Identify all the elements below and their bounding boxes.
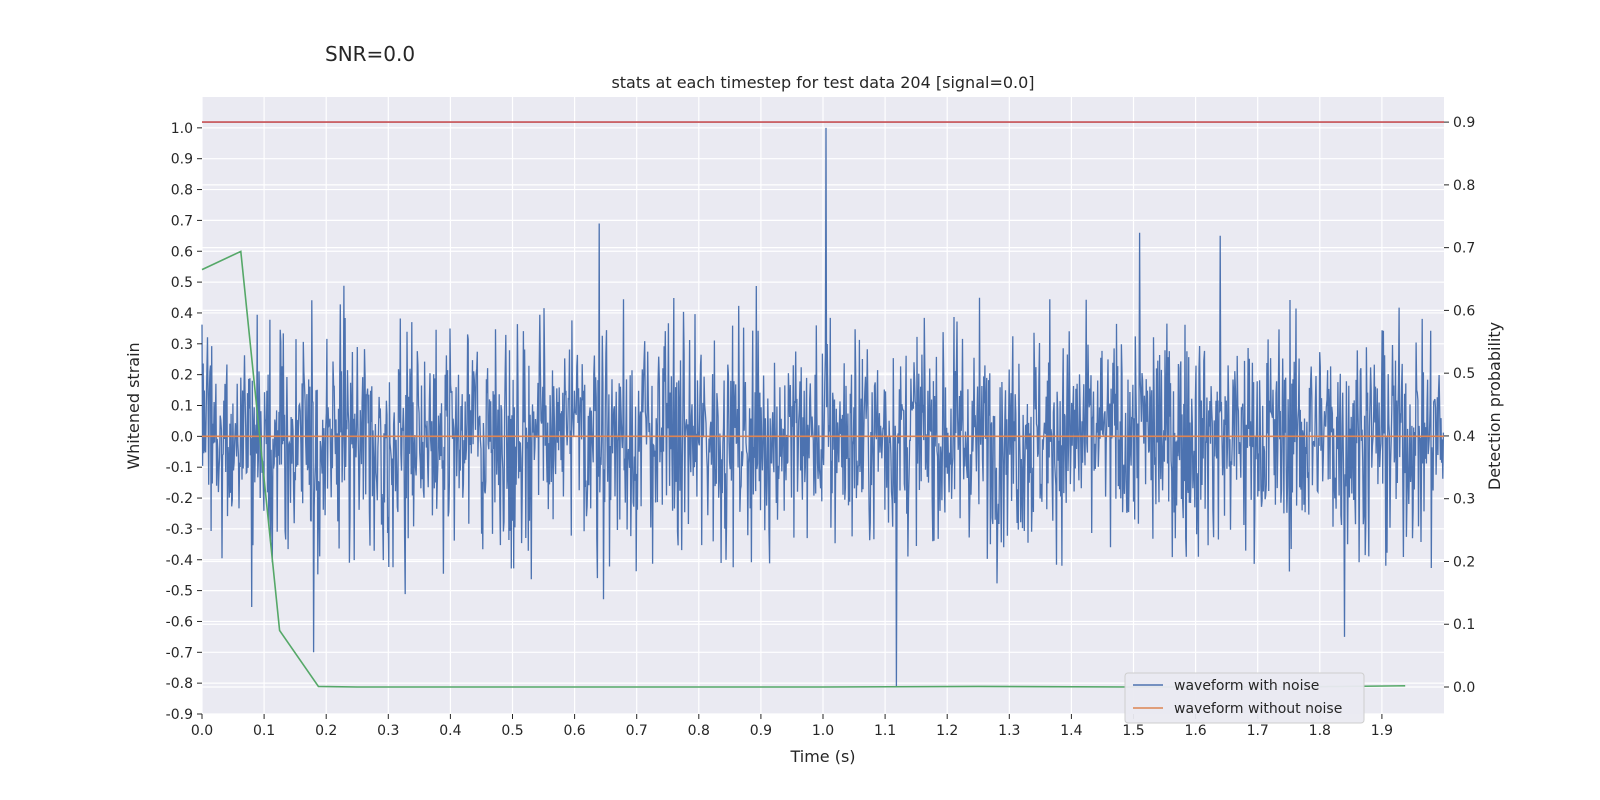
y2-tick-label: 0.8 xyxy=(1453,178,1475,194)
x-tick-label: 1.3 xyxy=(998,723,1020,739)
x-tick-label: 1.9 xyxy=(1371,723,1393,739)
x-tick-label: 1.7 xyxy=(1247,723,1269,739)
y2-axis-label: Detection probability xyxy=(1485,322,1504,490)
y-tick-label: -0.4 xyxy=(166,553,193,569)
y-tick-label: -0.2 xyxy=(166,491,193,507)
series-layer xyxy=(201,121,1445,688)
x-axis-label: Time (s) xyxy=(789,747,855,766)
y-tick-label: 0.6 xyxy=(171,244,193,260)
x-tick-label: 0.4 xyxy=(439,723,461,739)
y2-tick-label: 0.0 xyxy=(1453,680,1475,696)
ticks-layer: 0.0 0.1 0.2 0.3 0.4 0.5 0.6 0.7 0.8 0.9 1.0 1.1 1.2 1… xyxy=(166,115,1476,739)
y2-tick-label: 0.1 xyxy=(1453,617,1475,633)
x-tick-label: 0.9 xyxy=(750,723,772,739)
y-axis-label: Whitened strain xyxy=(124,342,143,469)
x-tick-label: 0.6 xyxy=(563,723,585,739)
x-tick-label: 1.4 xyxy=(1060,723,1082,739)
legend-box xyxy=(1124,672,1365,724)
legend-label-clean: waveform without noise xyxy=(1174,701,1342,717)
y-tick-label: -0.9 xyxy=(166,707,193,723)
y2-tick-label: 0.2 xyxy=(1453,554,1475,570)
y-tick-label: 0.8 xyxy=(171,183,193,199)
x-tick-label: 1.5 xyxy=(1122,723,1144,739)
x-tick-label: 0.3 xyxy=(377,723,399,739)
y-tick-label: 1.0 xyxy=(171,121,193,137)
y2-tick-label: 0.9 xyxy=(1453,115,1475,131)
y-tick-label: 0.2 xyxy=(171,368,193,384)
x-tick-label: 0.1 xyxy=(253,723,275,739)
y-tick-label: -0.7 xyxy=(166,645,193,661)
x-tick-label: 1.1 xyxy=(874,723,896,739)
y2-tick-label: 0.6 xyxy=(1453,303,1475,319)
x-tick-label: 0.8 xyxy=(688,723,710,739)
chart-title: stats at each timestep for test data 204… xyxy=(611,73,1034,92)
y2-tick-label: 0.3 xyxy=(1453,492,1475,508)
y-tick-label: -0.5 xyxy=(166,584,193,600)
x-tick-label: 0.5 xyxy=(501,723,523,739)
grid xyxy=(201,97,1444,715)
series-waveform-with-noise xyxy=(201,127,1445,687)
x-tick-label: 1.0 xyxy=(812,723,834,739)
legend-label-noise: waveform with noise xyxy=(1174,678,1319,694)
x-tick-label: 0.7 xyxy=(626,723,648,739)
y2-tick-label: 0.7 xyxy=(1453,241,1475,257)
y-tick-label: 0.4 xyxy=(171,306,193,322)
y-tick-label: 0.9 xyxy=(171,152,193,168)
y-tick-label: 0.7 xyxy=(171,213,193,229)
x-tick-label: 1.6 xyxy=(1184,723,1206,739)
y-tick-label: 0.0 xyxy=(171,429,193,445)
x-tick-label: 0.0 xyxy=(191,723,213,739)
x-tick-label: 1.8 xyxy=(1309,723,1331,739)
y2-tick-label: 0.5 xyxy=(1453,366,1475,382)
y-tick-label: 0.5 xyxy=(171,275,193,291)
y-tick-label: 0.3 xyxy=(171,337,193,353)
x-tick-label: 1.2 xyxy=(936,723,958,739)
y-tick-label: -0.3 xyxy=(166,522,193,538)
y-tick-label: -0.1 xyxy=(166,460,193,476)
suptitle: SNR=0.0 xyxy=(325,42,415,66)
x-tick-label: 0.2 xyxy=(315,723,337,739)
y2-tick-label: 0.4 xyxy=(1453,429,1475,445)
y-tick-label: 0.1 xyxy=(171,399,193,415)
y-tick-label: -0.6 xyxy=(166,614,193,630)
y-tick-label: -0.8 xyxy=(166,676,193,692)
legend: waveform with noise waveform without noi… xyxy=(1124,672,1365,724)
